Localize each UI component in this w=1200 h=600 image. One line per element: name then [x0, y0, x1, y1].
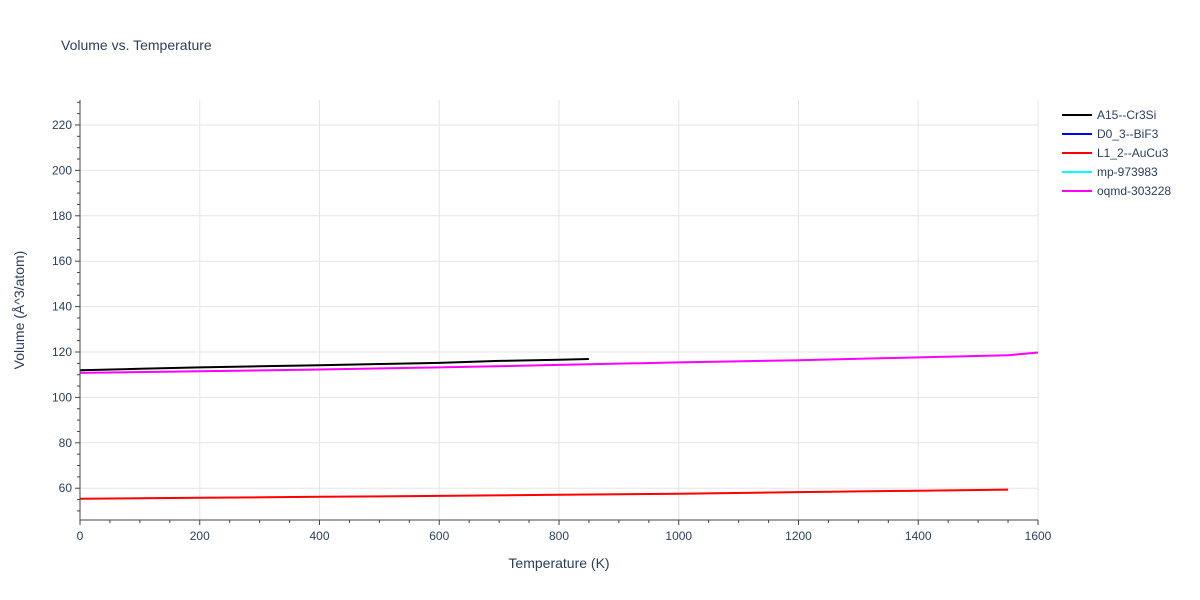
legend-label-d0-3-bif3[interactable]: D0_3--BiF3	[1097, 127, 1159, 141]
x-axis-title: Temperature (K)	[508, 555, 609, 571]
x-tick-label: 0	[77, 529, 84, 543]
series-line-oqmd-303228	[79, 351, 1039, 374]
series-line-l1-2-aucu3	[79, 488, 1009, 500]
x-tick-label: 400	[309, 529, 329, 543]
series-line-a15-cr3si	[79, 358, 589, 372]
y-tick-label: 220	[52, 118, 72, 132]
legend-label-mp-973983[interactable]: mp-973983	[1097, 165, 1158, 179]
y-tick-label: 140	[52, 300, 72, 314]
x-tick-label: 1200	[785, 529, 812, 543]
x-tick-label: 1600	[1025, 529, 1052, 543]
y-tick-label: 100	[52, 390, 72, 404]
grid	[80, 100, 1039, 520]
x-tick-label: 1000	[665, 529, 692, 543]
legend-label-a15-cr3si[interactable]: A15--Cr3Si	[1097, 108, 1156, 122]
y-tick-label: 60	[59, 481, 73, 495]
y-tick-label: 160	[52, 254, 72, 268]
x-tick-label: 800	[549, 529, 569, 543]
x-tick-label: 600	[429, 529, 449, 543]
y-axis-title: Volume (Å^3/atom)	[11, 251, 27, 370]
y-tick-label: 200	[52, 163, 72, 177]
y-tick-label: 80	[59, 436, 73, 450]
chart-title: Volume vs. Temperature	[61, 37, 212, 53]
y-tick-label: 120	[52, 345, 72, 359]
legend[interactable]: A15--Cr3Si D0_3--BiF3 L1_2--AuCu3 mp-973983…	[1062, 108, 1171, 198]
axes: 0 200 400 600 800 1000 1200 1400 1600 60 80 100 120 1…	[52, 100, 1052, 543]
x-tick-label: 1400	[905, 529, 932, 543]
x-tick-label: 200	[190, 529, 210, 543]
legend-label-oqmd-303228[interactable]: oqmd-303228	[1097, 184, 1171, 198]
legend-label-l1-2-aucu3[interactable]: L1_2--AuCu3	[1097, 146, 1169, 160]
plot-area	[79, 351, 1039, 500]
y-tick-label: 180	[52, 209, 72, 223]
